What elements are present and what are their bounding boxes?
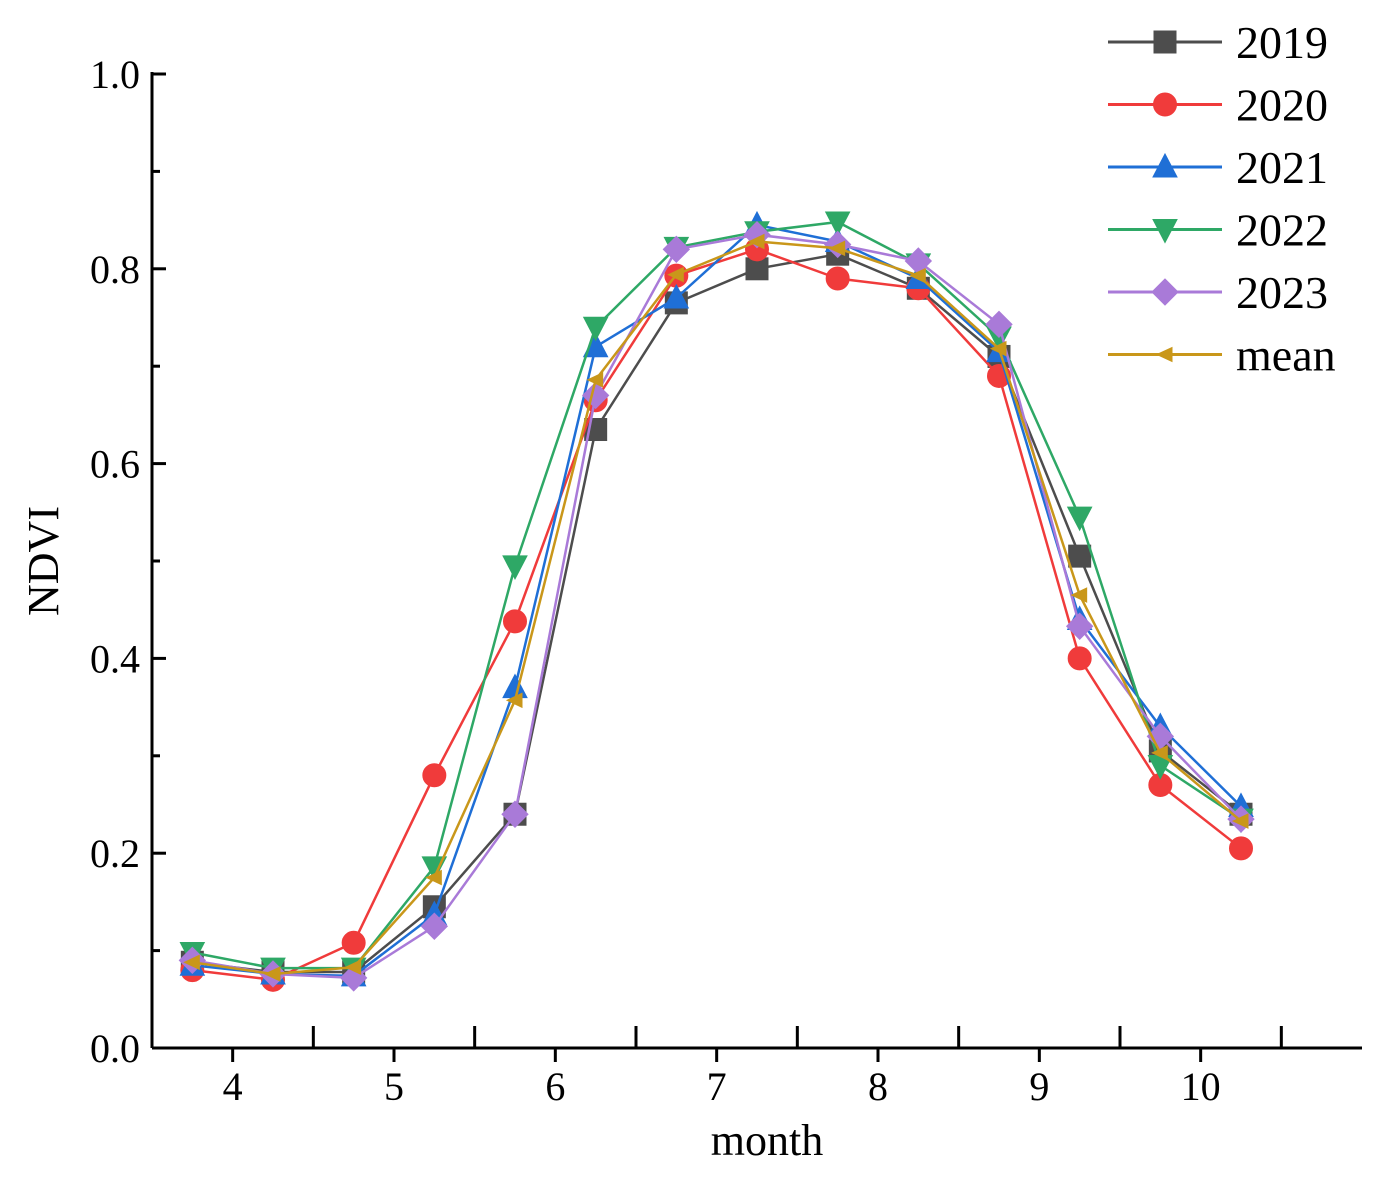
legend-label: mean [1236, 330, 1336, 381]
legend-item-2023: 2023 [1108, 267, 1328, 318]
legend-label: 2019 [1236, 17, 1328, 68]
y-tick-label: 1.0 [90, 52, 140, 97]
data-point-mean [505, 692, 523, 709]
data-point-mean [263, 966, 281, 982]
data-point-2020 [1067, 646, 1092, 671]
x-tick-label: 8 [868, 1064, 888, 1109]
series-line-mean [192, 240, 1242, 976]
data-point-2023 [985, 310, 1013, 339]
data-point-2023 [1065, 612, 1094, 640]
legend-label: 2023 [1236, 267, 1328, 318]
legend-marker [1153, 92, 1177, 117]
legend-marker [1155, 346, 1173, 363]
legend-item-2020: 2020 [1108, 80, 1328, 131]
y-tick-label: 0.6 [90, 442, 140, 487]
data-point-mean [1231, 813, 1249, 829]
data-point-mean [344, 959, 362, 975]
data-point-mean [747, 233, 765, 250]
data-point-2023 [662, 235, 691, 264]
legend-item-2021: 2021 [1108, 142, 1328, 193]
x-tick-label: 7 [707, 1064, 727, 1109]
legend: 2019 2020 2021 2022 2023 mean [1108, 17, 1336, 381]
series-2019 [180, 242, 1253, 984]
data-point-2020 [503, 609, 527, 634]
data-point-2020 [825, 266, 850, 291]
y-ticks: 0.0 0.2 0.4 0.6 0.8 1.0 [90, 52, 166, 1071]
legend-label: 2022 [1236, 205, 1328, 256]
data-point-mean [1151, 745, 1168, 761]
data-point-mean [828, 240, 846, 257]
series-2022 [179, 211, 1254, 983]
data-point-2020 [1229, 836, 1253, 861]
data-point-mean [909, 267, 926, 284]
legend-item-mean: mean [1108, 330, 1336, 381]
data-point-mean [989, 340, 1007, 357]
x-tick-label: 4 [223, 1064, 243, 1109]
series-line-2023 [192, 233, 1242, 980]
data-point-mean [667, 266, 684, 283]
y-tick-label: 0.8 [90, 247, 140, 292]
data-point-2022 [502, 555, 528, 580]
y-axis-title: NDVI [19, 506, 68, 616]
legend-marker [1152, 219, 1178, 244]
series-group [178, 210, 1255, 992]
y-tick-label: 0.0 [90, 1026, 140, 1071]
legend-item-2022: 2022 [1108, 205, 1328, 256]
x-tick-label: 9 [1029, 1064, 1049, 1109]
series-mean [183, 233, 1249, 982]
data-point-mean [1070, 587, 1088, 603]
data-point-2023 [904, 247, 933, 275]
legend-label: 2020 [1236, 80, 1328, 131]
x-tick-label: 5 [384, 1064, 404, 1109]
data-point-2019 [1068, 544, 1092, 568]
x-tick-label: 6 [545, 1064, 565, 1109]
data-point-2020 [341, 930, 366, 955]
data-point-2023 [501, 800, 529, 828]
data-point-mean [183, 954, 200, 971]
series-2020 [180, 237, 1253, 992]
data-point-2022 [582, 316, 609, 342]
data-point-2021 [502, 673, 528, 699]
y-tick-label: 0.2 [90, 831, 140, 876]
series-2023 [178, 221, 1255, 992]
legend-label: 2021 [1236, 142, 1328, 193]
data-point-2020 [422, 763, 447, 788]
data-point-mean [425, 869, 442, 886]
series-line-2019 [192, 252, 1242, 974]
x-tick-label: 10 [1181, 1064, 1221, 1109]
legend-marker [1152, 152, 1178, 178]
legend-marker [1153, 30, 1177, 54]
legend-marker [1151, 278, 1179, 306]
legend-item-2019: 2019 [1108, 17, 1328, 68]
data-point-2023 [420, 912, 449, 940]
y-tick-label: 0.4 [90, 636, 140, 681]
data-point-2022 [824, 211, 851, 237]
series-2021 [179, 210, 1254, 987]
x-ticks: 4 5 6 7 8 9 10 [150, 1026, 1283, 1109]
data-point-mean [586, 372, 604, 388]
x-axis-title: month [711, 1116, 823, 1165]
data-point-2021 [663, 283, 690, 309]
data-point-2022 [1066, 506, 1093, 532]
